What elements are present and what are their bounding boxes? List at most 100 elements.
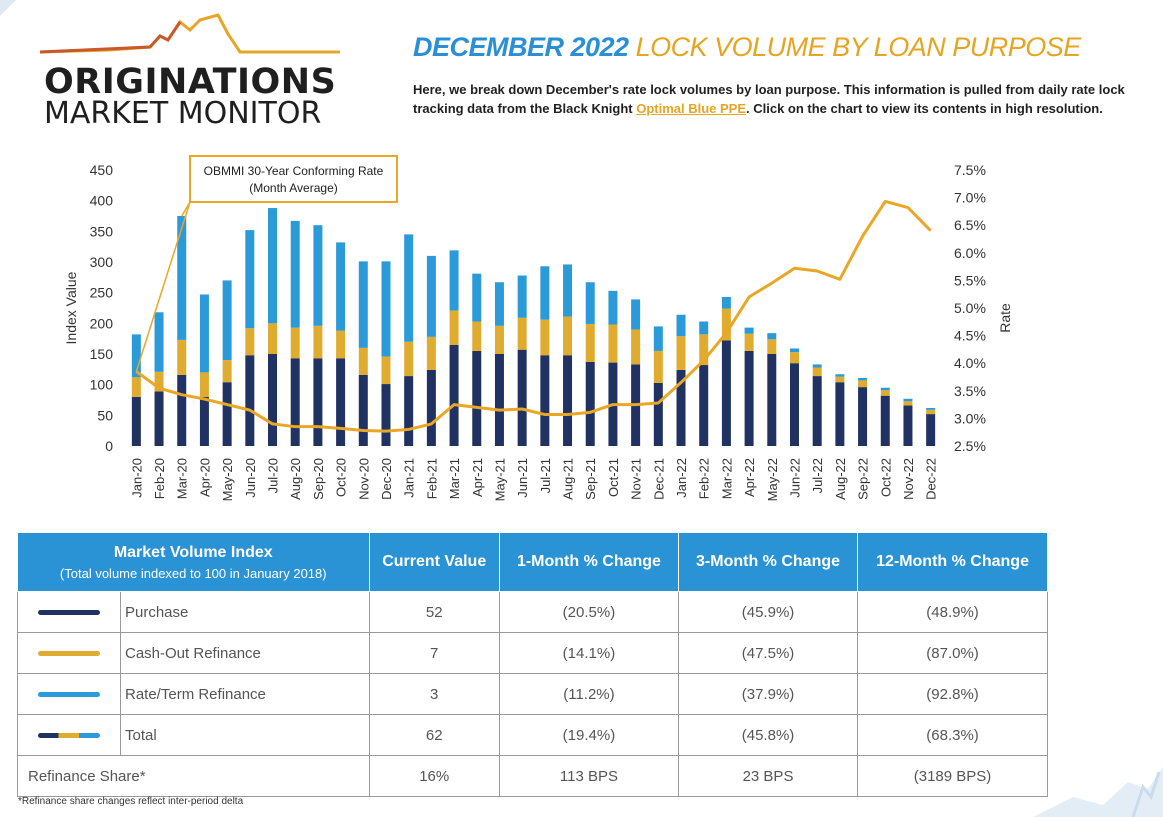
bar-purchase — [154, 391, 164, 446]
cell-12m: (87.0%) — [857, 632, 1048, 674]
bar-purchase — [290, 358, 300, 446]
bar-purchase — [744, 350, 754, 446]
x-tick-label: Jun-21 — [515, 458, 530, 498]
y-right-tick-label: 4.0% — [954, 355, 986, 371]
bar-rateterm — [858, 377, 868, 381]
bar-rateterm — [767, 333, 777, 340]
bar-purchase — [245, 355, 255, 446]
bar-cashout — [563, 316, 573, 356]
x-tick-label: May-20 — [220, 458, 235, 501]
bar-purchase — [449, 344, 459, 446]
bar-rateterm — [676, 314, 686, 337]
footnote: *Refinance share changes reflect inter-p… — [18, 796, 244, 807]
bar-cashout — [358, 347, 368, 375]
cell-12m: (92.8%) — [857, 673, 1048, 715]
bar-cashout — [676, 336, 686, 370]
bar-rateterm — [789, 348, 799, 353]
bar-purchase — [494, 354, 504, 446]
cell-current: 16% — [368, 755, 500, 797]
x-tick-label: Mar-21 — [447, 458, 462, 499]
bar-cashout — [767, 339, 777, 354]
col-header-1m: 1-Month % Change — [498, 532, 679, 592]
bar-cashout — [608, 324, 618, 363]
y-right-tick-label: 5.5% — [954, 272, 986, 288]
bar-purchase — [177, 374, 187, 446]
bar-cashout — [540, 319, 550, 356]
table-row-total: Total 62 (19.4%) (45.8%) (68.3%) — [17, 714, 1048, 756]
cell-current: 62 — [368, 714, 500, 756]
logo-line-2: MARKET MONITOR — [44, 96, 322, 131]
annotation-box — [189, 155, 398, 203]
x-tick-label: Jun-20 — [243, 458, 258, 498]
bar-purchase — [131, 396, 141, 446]
bar-cashout — [290, 327, 300, 359]
bar-cashout — [699, 334, 709, 366]
corner-skyline-graphic — [1033, 767, 1163, 817]
bar-purchase — [381, 384, 391, 446]
x-tick-label: May-21 — [492, 458, 507, 501]
bar-purchase — [653, 382, 663, 446]
legend-swatch-cell — [17, 673, 121, 715]
bar-cashout — [812, 367, 822, 377]
x-tick-label: Jan-21 — [402, 458, 417, 498]
cell-3m: (37.9%) — [677, 673, 859, 715]
x-tick-label: Mar-20 — [175, 458, 190, 499]
bar-rateterm — [653, 326, 663, 351]
col-header-index-sub: (Total volume indexed to 100 in January … — [59, 565, 327, 581]
bar-purchase — [812, 376, 822, 446]
x-tick-label: Oct-22 — [878, 458, 893, 497]
x-tick-label: Dec-22 — [924, 458, 939, 500]
bar-purchase — [585, 361, 595, 446]
legend-swatch-cell — [17, 591, 121, 633]
bar-rateterm — [494, 282, 504, 326]
bar-cashout — [222, 360, 232, 383]
col-header-3m: 3-Month % Change — [677, 532, 859, 592]
table-row-cashout: Cash-Out Refinance 7 (14.1%) (47.5%) (87… — [17, 632, 1048, 674]
x-tick-label: Jan-22 — [674, 458, 689, 498]
cell-1m: (19.4%) — [498, 714, 679, 756]
y-right-tick-label: 7.5% — [954, 162, 986, 178]
bar-rateterm — [563, 264, 573, 317]
bar-cashout — [744, 333, 754, 351]
x-tick-label: Aug-20 — [288, 458, 303, 500]
x-tick-label: May-22 — [765, 458, 780, 501]
bar-cashout — [721, 308, 731, 341]
x-tick-label: Mar-22 — [719, 458, 734, 499]
cell-current: 3 — [368, 673, 500, 715]
y-right-tick-label: 6.5% — [954, 217, 986, 233]
y-right-tick-label: 3.5% — [954, 383, 986, 399]
col-header-index-title: Market Volume Index — [113, 543, 273, 561]
bar-purchase — [426, 369, 436, 446]
title-subject: LOCK VOLUME BY LOAN PURPOSE — [635, 32, 1082, 62]
y-left-tick-label: 50 — [97, 407, 113, 423]
row-label: Rate/Term Refinance — [120, 673, 370, 715]
optimal-blue-link[interactable]: Optimal Blue PPE — [636, 101, 747, 116]
bar-rateterm — [812, 364, 822, 368]
rateterm-line-swatch — [38, 691, 100, 697]
x-tick-label: Nov-20 — [356, 458, 371, 500]
bar-purchase — [676, 369, 686, 446]
bar-purchase — [721, 340, 731, 446]
bar-purchase — [835, 382, 845, 446]
bar-rateterm — [585, 282, 595, 324]
bar-rateterm — [154, 312, 164, 372]
x-tick-label: Nov-22 — [901, 458, 916, 500]
title-date: DECEMBER 2022 — [413, 32, 629, 62]
bar-purchase — [880, 395, 890, 446]
lock-volume-chart[interactable]: 0 50 100 150 200 250 300 350 400 450 2.5% 3.0% 3.5% 4… — [0, 140, 1163, 520]
x-tick-label: Feb-21 — [424, 458, 439, 499]
y-right-tick-label: 2.5% — [954, 438, 986, 454]
y-left-tick-label: 350 — [90, 223, 114, 239]
bar-purchase — [222, 382, 232, 446]
bar-rateterm — [472, 273, 482, 322]
x-tick-label: Sep-22 — [856, 458, 871, 500]
annotation-leader-line — [135, 201, 191, 372]
bar-rateterm — [699, 321, 709, 335]
bar-rateterm — [358, 261, 368, 348]
total-line-swatch — [38, 732, 100, 738]
y-left-tick-label: 450 — [90, 162, 114, 178]
bar-rateterm — [268, 208, 278, 324]
cell-current: 52 — [368, 591, 500, 633]
bar-cashout — [245, 328, 255, 356]
table-row-refinance-share: Refinance Share* 16% 113 BPS 23 BPS (318… — [17, 755, 1048, 797]
